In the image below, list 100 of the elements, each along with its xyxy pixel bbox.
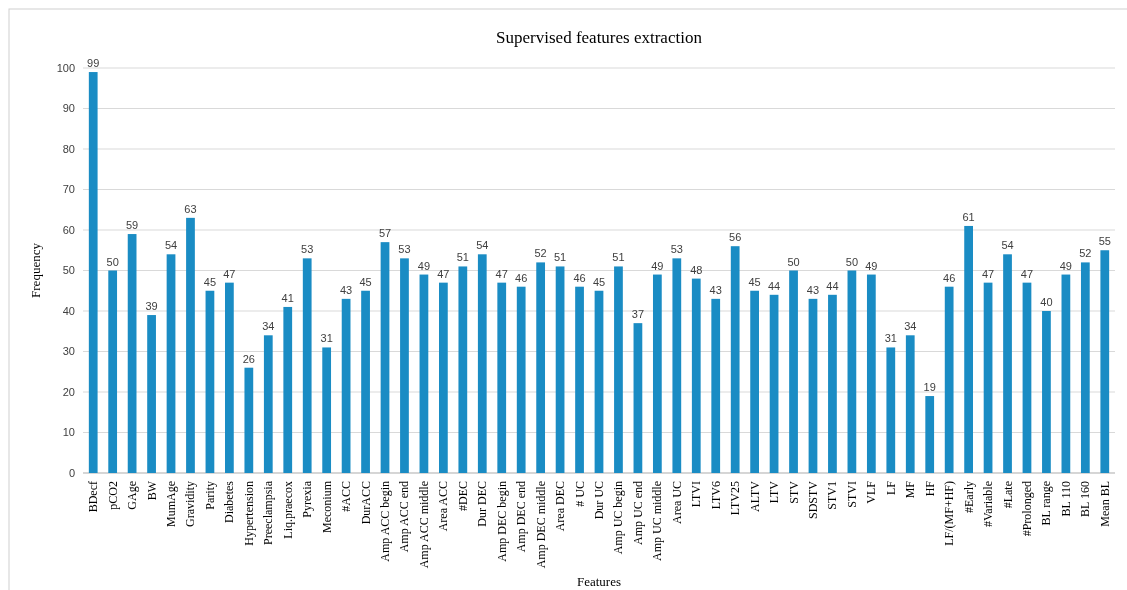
bar (516, 286, 526, 473)
data-label: 34 (262, 320, 275, 333)
bar (302, 258, 312, 473)
x-tick-label: Amp ACC begin (378, 481, 393, 562)
data-label: 49 (417, 259, 431, 272)
x-tick-label: Amp DEC end (514, 481, 529, 553)
x-tick-label: ALTV (747, 480, 762, 512)
bar (886, 347, 896, 473)
data-label: 39 (145, 300, 158, 313)
x-tick-label: Amp UC begin (611, 481, 626, 555)
y-tick-label: 90 (62, 102, 75, 115)
data-label: 50 (106, 255, 119, 268)
bar (672, 258, 682, 473)
x-tick-label: Amp DEC middle (533, 481, 548, 569)
bar (1042, 311, 1051, 473)
data-label: 49 (1059, 259, 1073, 272)
data-label: 37 (631, 308, 645, 321)
x-tick-label: Amp ACC middle (416, 481, 431, 569)
data-label: 47 (1020, 267, 1034, 280)
x-tick-label: DurACC (358, 481, 373, 525)
x-tick-label: BDecf (86, 481, 101, 513)
data-label: 34 (904, 320, 917, 333)
x-tick-label: pCO2 (105, 481, 120, 510)
x-tick-label: Meconium (319, 480, 334, 533)
data-label: 49 (651, 259, 664, 272)
bar (730, 246, 740, 473)
x-tick-label: #Late (1000, 481, 1015, 509)
data-label: 46 (573, 271, 586, 284)
x-tick-label: STVI (844, 481, 859, 508)
bar (750, 290, 759, 473)
data-label: 55 (1098, 235, 1111, 248)
bar (536, 262, 546, 473)
data-label: 61 (962, 210, 975, 223)
data-label: 43 (339, 283, 353, 296)
bar (711, 298, 721, 473)
x-tick-label: Hypertension (241, 481, 256, 546)
bar (1100, 250, 1110, 473)
x-tick-label: MF (903, 480, 918, 499)
data-label: 47 (223, 267, 236, 280)
data-label: 52 (534, 247, 547, 260)
y-tick-label: 10 (62, 426, 75, 439)
x-tick-label: Area ACC (436, 481, 451, 532)
x-tick-label: Diabetes (222, 480, 237, 523)
bar (88, 72, 98, 473)
x-tick-label: GAge (125, 481, 140, 510)
bar (477, 254, 487, 473)
x-tick-label: Pyrexia (300, 480, 315, 518)
data-label: 45 (592, 275, 606, 288)
data-label: 53 (301, 243, 314, 256)
bar (652, 274, 662, 473)
x-tick-label: Area UC (669, 481, 684, 524)
bar (166, 254, 176, 473)
bar (769, 294, 779, 473)
bar (575, 286, 584, 473)
x-tick-label: Dur DEC (475, 481, 490, 527)
data-label: 57 (378, 227, 392, 240)
x-tick-label: VLF (864, 480, 879, 504)
data-label: 31 (320, 332, 333, 345)
data-label: 46 (943, 271, 956, 284)
bar (808, 298, 818, 473)
bar (225, 282, 234, 473)
x-tick-label: SDSTV (805, 480, 820, 520)
x-tick-label: Parity (202, 481, 217, 510)
bar (439, 282, 448, 473)
y-tick-label: 70 (62, 183, 75, 196)
bar (322, 347, 332, 473)
data-label: 63 (184, 202, 197, 215)
x-tick-label: LF (883, 480, 898, 496)
data-label: 45 (359, 275, 372, 288)
data-label: 99 (87, 57, 100, 70)
x-tick-label: Gravidity (183, 481, 198, 527)
y-tick-label: 50 (62, 264, 75, 277)
x-tick-label: Preeclampsia (261, 480, 276, 545)
bar (594, 290, 604, 473)
bar (555, 266, 565, 473)
x-tick-label: Dur UC (592, 481, 606, 520)
data-label: 54 (164, 239, 178, 252)
bar (905, 335, 915, 473)
data-label: 26 (242, 352, 255, 365)
x-tick-label: BL range (1039, 481, 1054, 526)
x-tick-label: STV (786, 480, 801, 504)
bar (789, 270, 798, 473)
y-tick-label: 0 (68, 466, 75, 479)
data-label: 54 (1001, 239, 1014, 252)
bar (361, 290, 370, 473)
bar (633, 323, 643, 473)
x-tick-label: # UC (572, 481, 587, 507)
bar (341, 298, 351, 473)
x-tick-label: LTV25 (728, 481, 743, 516)
x-tick-label: #Prolonged (1019, 481, 1034, 537)
x-tick-label: #Variable (981, 481, 996, 527)
x-tick-label: MumAge (164, 481, 179, 527)
bar (147, 315, 156, 473)
bar (458, 266, 468, 473)
bar (1061, 274, 1071, 473)
x-tick-label: LTV (767, 480, 782, 504)
x-tick-label: Amp ACC end (397, 481, 412, 553)
data-label: 49 (865, 259, 878, 272)
data-label: 43 (806, 283, 820, 296)
bar (828, 294, 837, 473)
